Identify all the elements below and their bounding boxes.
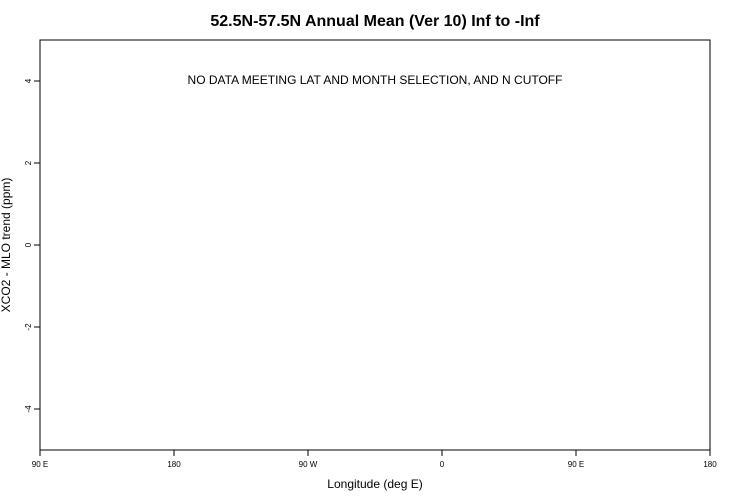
x-axis-label: Longitude (deg E) (327, 477, 422, 491)
x-tick-label: 180 (167, 460, 181, 469)
x-axis: 90 E 180 90 W 0 90 E 180 (32, 450, 717, 469)
y-axis-label: XCO2 - MLO trend (ppm) (0, 178, 13, 313)
x-tick-label: 90 E (32, 460, 48, 469)
y-tick-label: -4 (24, 405, 33, 413)
chart-title: 52.5N-57.5N Annual Mean (Ver 10) Inf to … (210, 13, 540, 30)
x-tick-label: 90 E (568, 460, 584, 469)
y-tick-label: -2 (24, 323, 33, 331)
no-data-annotation: NO DATA MEETING LAT AND MONTH SELECTION,… (188, 73, 563, 87)
y-tick-label: 0 (24, 242, 33, 247)
x-tick-label: 0 (440, 460, 445, 469)
y-tick-label: 4 (24, 78, 33, 83)
y-tick-label: 2 (24, 160, 33, 165)
y-axis: 4 2 0 -2 -4 (24, 78, 40, 413)
x-tick-label: 180 (703, 460, 717, 469)
x-tick-label: 90 W (299, 460, 318, 469)
plot-area (39, 39, 711, 451)
